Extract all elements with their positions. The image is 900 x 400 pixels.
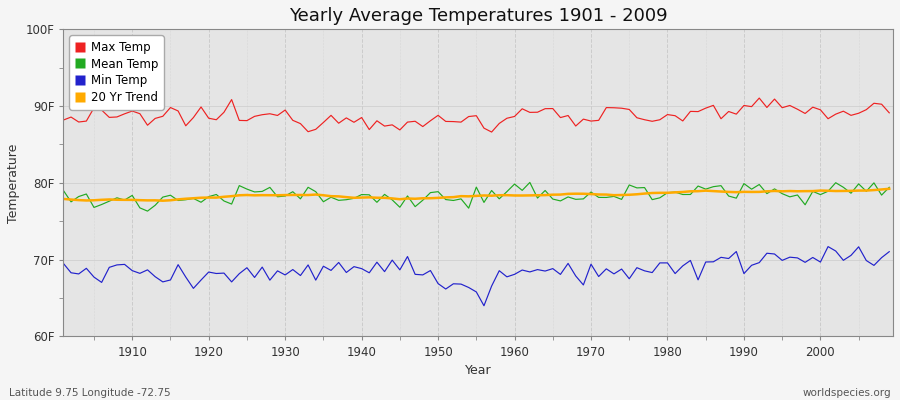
Mean Temp bbox=[517, 188, 527, 193]
Min Temp bbox=[517, 268, 527, 272]
Min Temp bbox=[333, 260, 344, 265]
20 Yr Trend bbox=[119, 198, 130, 202]
Mean Temp bbox=[616, 197, 627, 202]
20 Yr Trend bbox=[884, 186, 895, 191]
Max Temp bbox=[486, 130, 497, 134]
Line: Min Temp: Min Temp bbox=[63, 246, 889, 306]
20 Yr Trend bbox=[517, 193, 527, 198]
20 Yr Trend bbox=[509, 193, 520, 198]
Min Temp bbox=[884, 249, 895, 254]
X-axis label: Year: Year bbox=[465, 364, 491, 377]
Max Temp bbox=[884, 110, 895, 115]
Mean Temp bbox=[142, 209, 153, 214]
Min Temp bbox=[509, 272, 520, 277]
Max Temp bbox=[333, 121, 344, 126]
Min Temp bbox=[287, 267, 298, 272]
Mean Temp bbox=[525, 180, 535, 185]
Mean Temp bbox=[58, 188, 68, 193]
Mean Temp bbox=[884, 185, 895, 190]
20 Yr Trend bbox=[295, 192, 306, 197]
Max Temp bbox=[608, 105, 619, 110]
Min Temp bbox=[58, 261, 68, 266]
20 Yr Trend bbox=[158, 198, 168, 203]
Mean Temp bbox=[119, 198, 130, 202]
Max Temp bbox=[754, 96, 765, 100]
20 Yr Trend bbox=[341, 195, 352, 200]
Max Temp bbox=[509, 114, 520, 119]
Max Temp bbox=[517, 106, 527, 111]
Title: Yearly Average Temperatures 1901 - 2009: Yearly Average Temperatures 1901 - 2009 bbox=[289, 7, 668, 25]
Max Temp bbox=[58, 118, 68, 122]
Min Temp bbox=[823, 244, 833, 249]
Text: Latitude 9.75 Longitude -72.75: Latitude 9.75 Longitude -72.75 bbox=[9, 388, 171, 398]
Mean Temp bbox=[295, 196, 306, 201]
Min Temp bbox=[479, 303, 490, 308]
Legend: Max Temp, Mean Temp, Min Temp, 20 Yr Trend: Max Temp, Mean Temp, Min Temp, 20 Yr Tre… bbox=[69, 35, 164, 110]
Mean Temp bbox=[509, 182, 520, 186]
Min Temp bbox=[608, 272, 619, 276]
20 Yr Trend bbox=[58, 196, 68, 201]
Line: 20 Yr Trend: 20 Yr Trend bbox=[63, 189, 889, 201]
Text: worldspecies.org: worldspecies.org bbox=[803, 388, 891, 398]
Min Temp bbox=[119, 262, 130, 267]
Line: Mean Temp: Mean Temp bbox=[63, 182, 889, 211]
Mean Temp bbox=[341, 197, 352, 202]
Y-axis label: Temperature: Temperature bbox=[7, 143, 20, 222]
20 Yr Trend bbox=[608, 193, 619, 198]
Max Temp bbox=[119, 112, 130, 116]
Max Temp bbox=[287, 118, 298, 123]
Line: Max Temp: Max Temp bbox=[63, 98, 889, 132]
